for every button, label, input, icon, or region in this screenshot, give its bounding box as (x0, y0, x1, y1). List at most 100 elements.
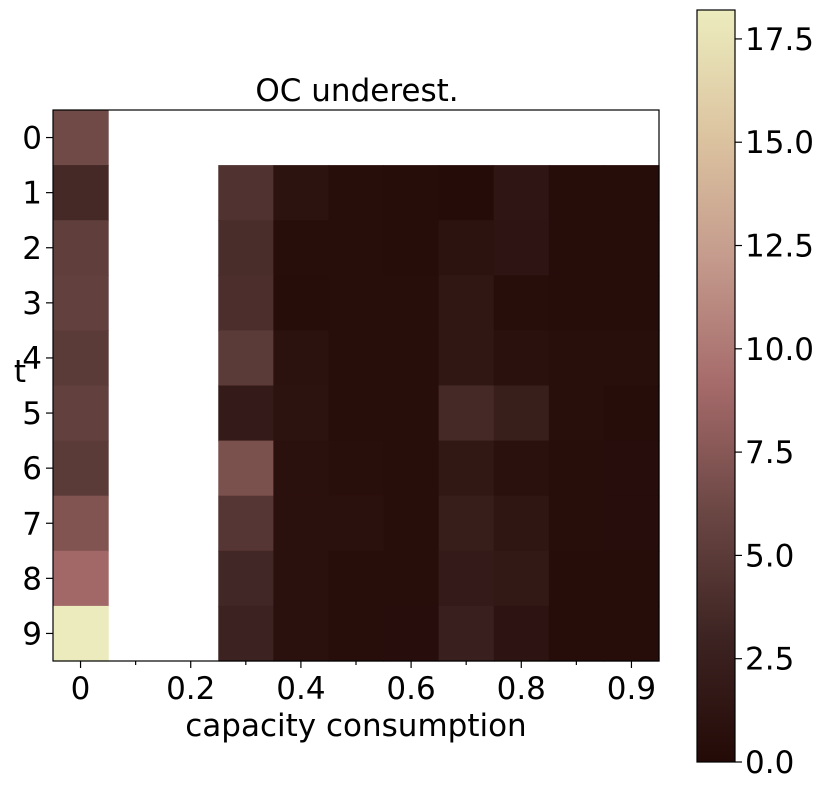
heatmap-cell (548, 275, 605, 331)
heatmap-cell (603, 165, 660, 221)
heatmap-cell (548, 385, 605, 442)
y-tick-label: 0 (22, 121, 42, 157)
y-tick-label: 6 (22, 451, 42, 487)
heatmap-cell (273, 495, 330, 552)
heatmap-cell (273, 440, 330, 497)
heatmap-cell (218, 495, 274, 552)
colorbar-tick-label: 7.5 (745, 435, 794, 471)
heatmap-cell (493, 550, 550, 607)
heatmap-cell (438, 550, 495, 607)
heatmap-cell (383, 165, 440, 221)
heatmap-cell (493, 220, 550, 276)
colorbar (696, 9, 736, 763)
x-tick-label: 0.9 (607, 671, 656, 707)
heatmap-cell (218, 605, 274, 662)
x-axis-ticks: 0 0.2 0.4 0.6 0.8 0.9 (71, 661, 656, 707)
x-tick-label: 0.6 (386, 671, 435, 707)
heatmap-cell (328, 165, 385, 221)
x-tick-label: 0 (71, 671, 91, 707)
heatmap-cell (218, 165, 274, 221)
heatmap-cells (53, 110, 660, 662)
heatmap-cell (548, 550, 605, 607)
heatmap-cell (603, 495, 660, 552)
heatmap-cell (438, 220, 495, 276)
x-axis-label: capacity consumption (185, 708, 526, 744)
y-tick-label: 4 (22, 341, 42, 377)
y-tick-label: 2 (22, 231, 42, 267)
heatmap-cell (548, 440, 605, 497)
heatmap-cell (273, 550, 330, 607)
colorbar-tick-label: 17.5 (745, 22, 814, 58)
heatmap-cell (383, 440, 440, 497)
colorbar-tick-label: 12.5 (745, 229, 814, 265)
heatmap-cell (53, 495, 109, 552)
heatmap-cell (438, 385, 495, 442)
heatmap-cell (383, 385, 440, 442)
y-tick-label: 7 (22, 506, 42, 542)
heatmap-cell (548, 330, 605, 387)
y-axis-ticks: 0 1 2 3 4 5 6 7 8 9 (22, 121, 53, 652)
heatmap-cell (53, 110, 109, 166)
heatmap-cell (603, 275, 660, 331)
heatmap-cell (53, 550, 109, 607)
heatmap-cell (493, 165, 550, 221)
heatmap-cell (493, 605, 550, 662)
heatmap-cell (493, 495, 550, 552)
heatmap-cell (273, 220, 330, 276)
heatmap-cell (53, 220, 109, 276)
heatmap-cell (53, 275, 109, 331)
heatmap-cell (548, 605, 605, 662)
heatmap-cell (603, 440, 660, 497)
y-tick-label: 1 (22, 176, 42, 212)
heatmap-cell (438, 330, 495, 387)
heatmap-cell (383, 275, 440, 331)
heatmap-cell (438, 165, 495, 221)
heatmap-cell (438, 275, 495, 331)
colorbar-tick-label: 15.0 (745, 125, 814, 161)
y-tick-label: 3 (22, 286, 42, 322)
heatmap-cell (328, 220, 385, 276)
heatmap-cell (493, 385, 550, 442)
heatmap-cell (328, 605, 385, 662)
heatmap-cell (53, 605, 109, 662)
heatmap-cell (218, 550, 274, 607)
heatmap-cell (328, 385, 385, 442)
heatmap-cell (383, 550, 440, 607)
colorbar-tick-label: 0.0 (745, 745, 794, 781)
x-tick-label: 0.4 (276, 671, 325, 707)
y-tick-label: 9 (22, 616, 42, 652)
heatmap-cell (273, 165, 330, 221)
heatmap-cell (438, 440, 495, 497)
heatmap-cell (218, 385, 274, 442)
heatmap-cell (603, 220, 660, 276)
heatmap-cell (383, 495, 440, 552)
heatmap-cell (218, 440, 274, 497)
heatmap-cell (273, 385, 330, 442)
y-axis-label: t (14, 354, 26, 390)
heatmap-cell (548, 495, 605, 552)
heatmap-cell (493, 330, 550, 387)
heatmap-cell (603, 330, 660, 387)
heatmap-cell (603, 385, 660, 442)
heatmap-cell (273, 605, 330, 662)
heatmap-cell (53, 165, 109, 221)
heatmap-cell (328, 330, 385, 387)
heatmap-cell (438, 495, 495, 552)
y-tick-label: 5 (22, 396, 42, 432)
colorbar-ticks: 0.0 2.5 5.0 7.5 10.0 12.5 15.0 17.5 (735, 22, 814, 781)
heatmap-cell (383, 220, 440, 276)
heatmap-cell (328, 440, 385, 497)
heatmap-cell (603, 605, 660, 662)
heatmap-cell (218, 330, 274, 387)
heatmap-cell (273, 330, 330, 387)
heatmap-cell (328, 275, 385, 331)
heatmap-cell (273, 275, 330, 331)
heatmap-cell (383, 605, 440, 662)
heatmap-cell (548, 165, 605, 221)
heatmap-cell (328, 495, 385, 552)
heatmap-cell (218, 220, 274, 276)
colorbar-tick-label: 10.0 (745, 332, 814, 368)
heatmap-cell (218, 275, 274, 331)
heatmap-cell (548, 220, 605, 276)
